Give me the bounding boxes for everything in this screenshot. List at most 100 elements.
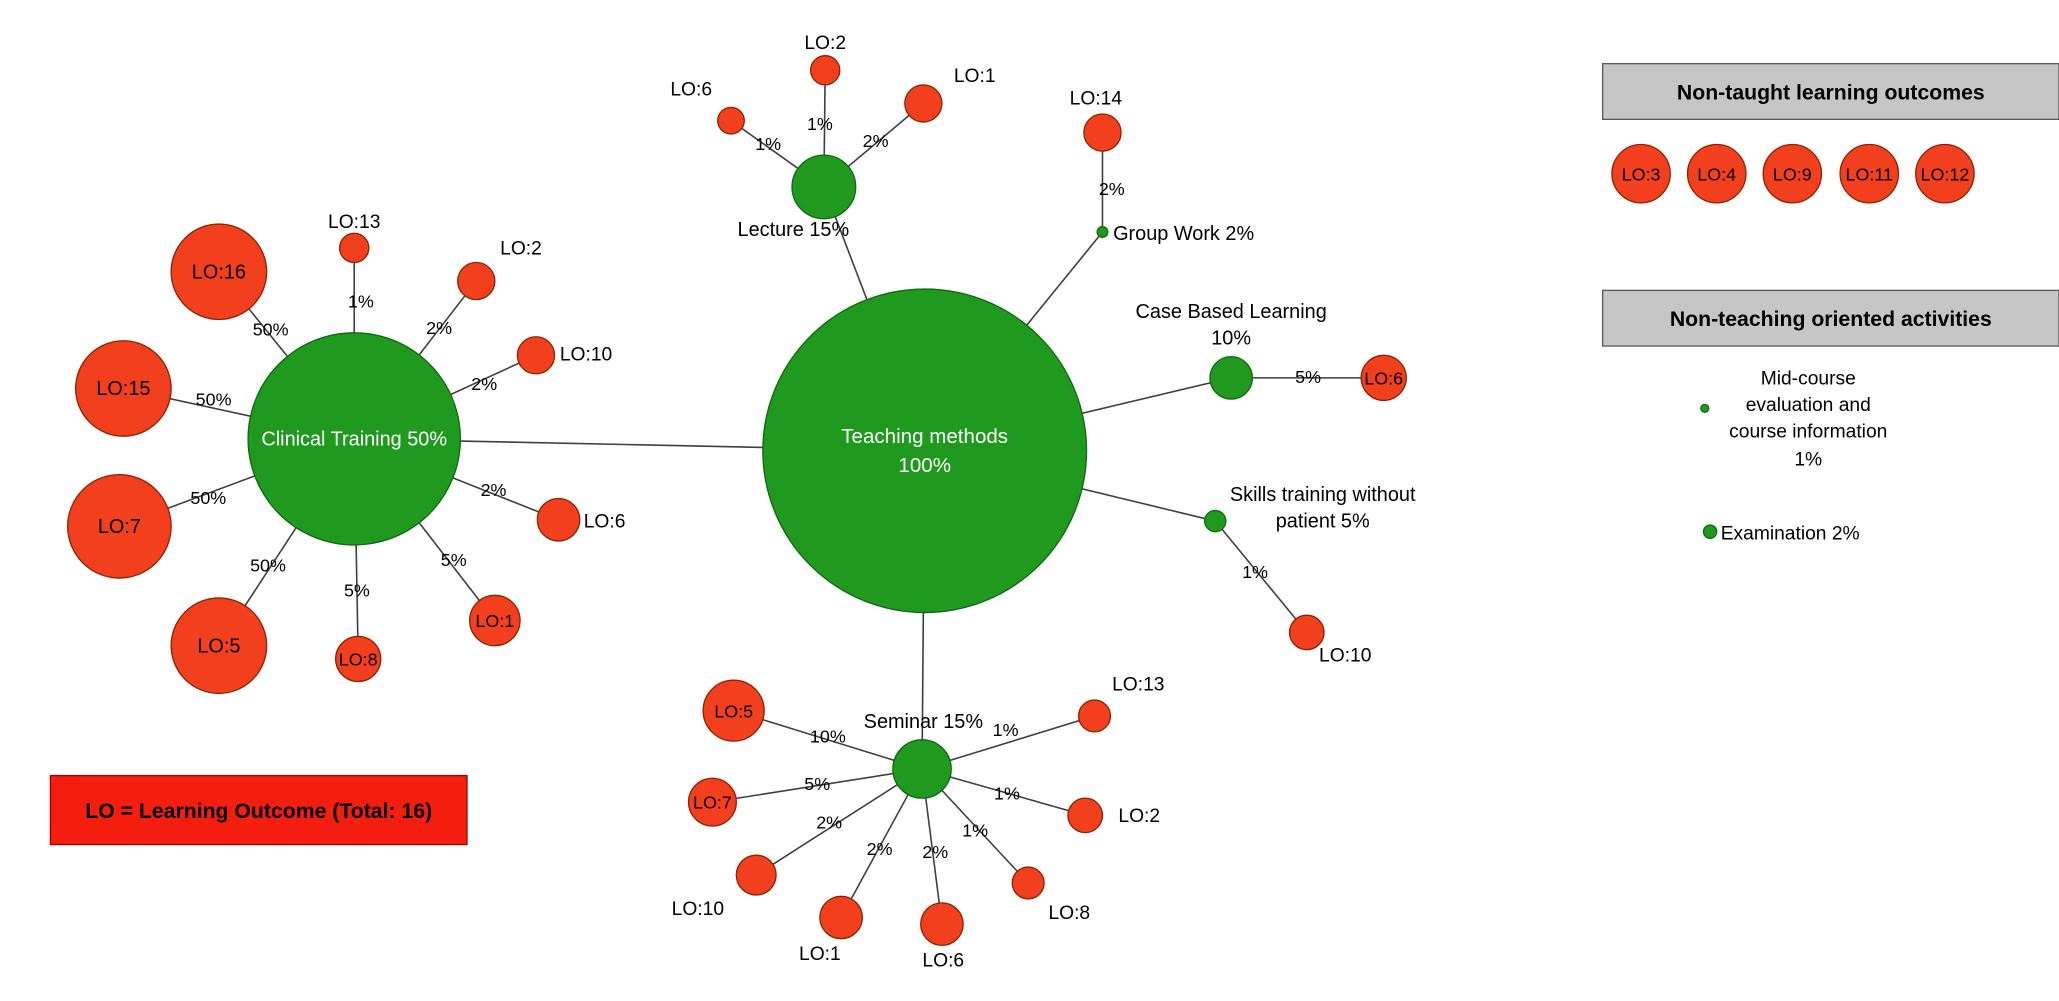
label-non-taught-lo-11: LO:11 [1846, 164, 1893, 184]
edge-skills-training-without-patient-lo-10 [1214, 520, 1308, 633]
dot-examination [1702, 524, 1718, 539]
label-clinical-training-lo-1: LO:1 [475, 611, 514, 631]
edge-pct-seminar-lo-10: 2% [816, 813, 842, 833]
edge-seminar-lo-5 [733, 709, 923, 770]
node-seminar-lo-2 [1067, 797, 1104, 834]
node-seminar-lo-7 [687, 777, 737, 827]
labels-layer: Teaching methods 100% Clinical Training 50… [85, 33, 1992, 971]
edge-pct-clinical-training-lo-8: 5% [344, 581, 370, 601]
edge-pct-clinical-training-lo-2: 2% [426, 318, 452, 338]
edge-pct-clinical-training-lo-13: 1% [348, 292, 374, 312]
label-mid-course-evaluation-1: evaluation and [1746, 395, 1871, 416]
label-clinical-training-lo-13: LO:13 [328, 212, 380, 233]
label-seminar-lo-10: LO:10 [672, 899, 724, 920]
node-seminar-lo-5 [702, 679, 765, 742]
node-clinical-training-lo-16 [170, 223, 268, 321]
edge-pct-seminar-lo-7: 5% [804, 774, 830, 794]
node-skills-training-without-patient [1203, 509, 1227, 533]
legend-box [49, 774, 468, 846]
edge-pct-clinical-training-lo-16: 50% [253, 319, 289, 339]
label-case-based-learning: Case Based Learning [1136, 301, 1327, 323]
activities-header-box [1601, 289, 2059, 347]
node-seminar [892, 739, 952, 799]
node-skills-training-without-patient-lo-10 [1288, 614, 1325, 651]
node-clinical-training-lo-10 [516, 336, 556, 375]
edge-pct-clinical-training-lo-15: 50% [196, 390, 232, 410]
node-clinical-training-lo-6 [536, 497, 581, 542]
label-seminar-lo-13: LO:13 [1112, 675, 1164, 696]
label-examination-0: Examination 2% [1721, 524, 1860, 545]
label-seminar-lo-1: LO:1 [799, 944, 841, 965]
node-seminar-lo-6 [920, 902, 964, 946]
label-clinical-training-lo-2: LO:2 [500, 239, 542, 260]
label-lecture-lo-2: LO:2 [804, 33, 846, 54]
label-seminar-lo-7: LO:7 [693, 793, 732, 813]
node-clinical-training [247, 332, 462, 546]
node-clinical-training-lo-13 [338, 232, 370, 264]
node-clinical-training-lo-5 [170, 597, 268, 695]
non-taught-header-title: Non-taught learning outcomes [1677, 81, 1985, 104]
label-clinical-training: Clinical Training 50% [261, 428, 447, 450]
node-non-taught-lo-11 [1839, 143, 1900, 204]
edge-pct-seminar-lo-8: 1% [962, 821, 988, 841]
label-mid-course-evaluation-0: Mid-course [1761, 368, 1856, 389]
edge-seminar-lo-13 [921, 715, 1095, 770]
label-mid-course-evaluation-3: 1% [1794, 449, 1822, 470]
label-clinical-training-lo-5: LO:5 [197, 635, 240, 657]
edge-pct-group-work-lo-14: 2% [1099, 179, 1125, 199]
node-teaching-methods [762, 288, 1088, 614]
label-seminar-lo-5: LO:5 [714, 701, 753, 721]
node-lecture-lo-1 [904, 84, 943, 123]
edge-pct-skills-training-without-patient-lo-10: 1% [1242, 562, 1268, 582]
node-lecture-lo-6 [717, 106, 745, 135]
legend-label: LO = Learning Outcome (Total: 16) [85, 800, 432, 823]
node-non-taught-lo-12 [1915, 143, 1975, 204]
node-seminar-lo-13 [1077, 699, 1112, 733]
label-lecture-lo-1: LO:1 [954, 66, 996, 87]
node-clinical-training-lo-8 [334, 635, 382, 683]
edge-pct-clinical-training-lo-5: 50% [250, 555, 286, 575]
label-clinical-training-lo-10: LO:10 [560, 345, 612, 366]
label-seminar-lo-8: LO:8 [1048, 903, 1090, 924]
label-non-taught-lo-12: LO:12 [1921, 164, 1970, 184]
edge-pct-seminar-lo-13: 1% [993, 720, 1019, 740]
node-group-work [1096, 226, 1109, 238]
label-clinical-training-lo-6: LO:6 [584, 512, 626, 533]
label-case-based-learning: 10% [1211, 328, 1251, 350]
label-seminar-lo-2: LO:2 [1118, 806, 1160, 827]
node-non-taught-lo-4 [1686, 143, 1747, 204]
edge-pct-case-based-learning-lo-6: 5% [1295, 367, 1321, 387]
label-non-taught-lo-9: LO:9 [1773, 164, 1812, 184]
node-seminar-lo-1 [819, 895, 864, 940]
edge-seminar-lo-10 [755, 768, 923, 876]
node-clinical-training-lo-15 [74, 340, 172, 437]
edge-pct-seminar-lo-1: 2% [867, 839, 893, 859]
activities-header-title: Non-teaching oriented activities [1670, 308, 1992, 331]
label-seminar: Seminar 15% [864, 711, 983, 733]
node-clinical-training-lo-1 [468, 594, 521, 647]
label-lecture: Lecture 15% [738, 219, 850, 241]
label-non-taught-lo-3: LO:3 [1622, 164, 1661, 184]
label-lecture-lo-6: LO:6 [670, 79, 712, 100]
label-seminar-lo-6: LO:6 [922, 951, 964, 972]
label-skills-training-without-patient-lo-10: LO:10 [1319, 646, 1371, 667]
edge-pct-clinical-training-lo-1: 5% [441, 550, 467, 570]
edge-pct-lecture-lo-1: 2% [863, 131, 889, 151]
label-clinical-training-lo-8: LO:8 [339, 650, 378, 670]
label-case-based-learning-lo-6: LO:6 [1364, 368, 1403, 388]
node-lecture-lo-2 [809, 55, 841, 86]
node-seminar-lo-10 [735, 854, 777, 896]
label-group-work-lo-14: LO:14 [1070, 89, 1123, 110]
label-clinical-training-lo-7: LO:7 [98, 516, 141, 538]
edge-pct-clinical-training-lo-6: 2% [481, 480, 507, 500]
edge-pct-seminar-lo-2: 1% [994, 783, 1020, 803]
label-teaching-methods: 100% [898, 454, 951, 477]
label-skills-training-without-patient: patient 5% [1276, 511, 1370, 533]
edge-pct-seminar-lo-5: 10% [810, 726, 846, 746]
label-clinical-training-lo-16: LO:16 [192, 261, 246, 283]
label-teaching-methods: Teaching methods [841, 425, 1008, 448]
node-lecture [791, 154, 857, 220]
label-non-taught-lo-4: LO:4 [1697, 164, 1736, 184]
